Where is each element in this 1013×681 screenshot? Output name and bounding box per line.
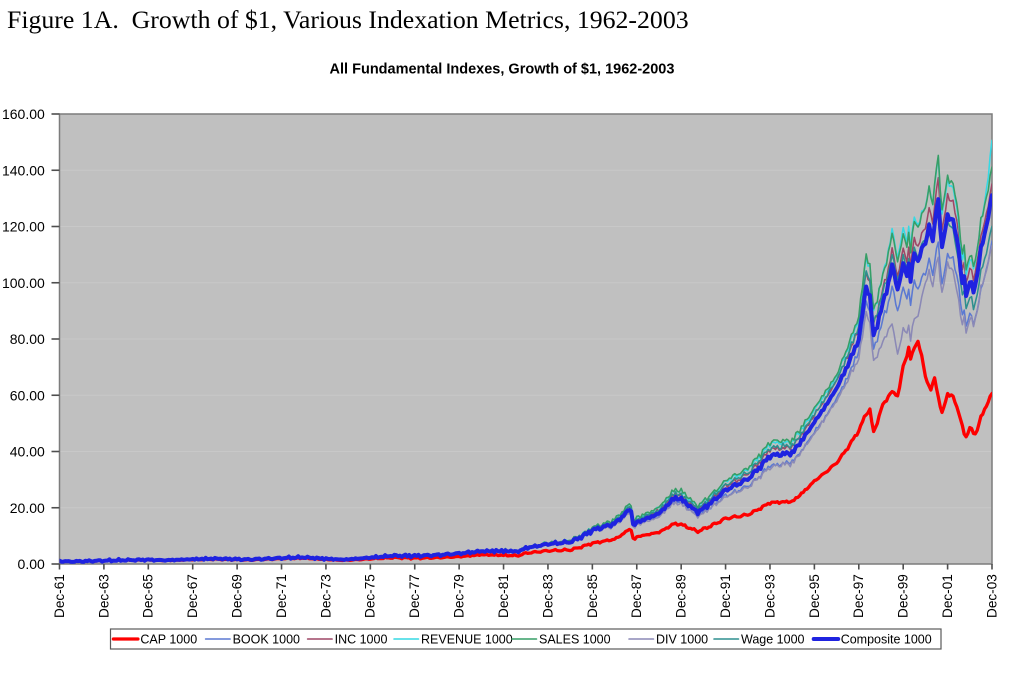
svg-text:Dec-87: Dec-87 [629,574,644,618]
svg-text:40.00: 40.00 [10,444,45,460]
svg-text:0.00: 0.00 [18,556,45,572]
svg-text:Dec-61: Dec-61 [52,574,67,618]
svg-text:CAP 1000: CAP 1000 [140,632,197,646]
svg-text:20.00: 20.00 [10,500,45,516]
svg-text:Dec-03: Dec-03 [984,574,999,618]
svg-text:Dec-01: Dec-01 [940,574,955,618]
svg-text:Dec-73: Dec-73 [318,574,333,618]
svg-text:Figure 1A. Growth of $1, Vari: Figure 1A. Growth of $1, Various Indexat… [7,5,689,34]
svg-text:Dec-69: Dec-69 [230,574,245,618]
svg-text:140.00: 140.00 [2,162,45,178]
svg-text:DIV 1000: DIV 1000 [656,632,708,646]
svg-text:INC 1000: INC 1000 [335,632,388,646]
svg-text:Dec-99: Dec-99 [896,574,911,618]
svg-text:Dec-75: Dec-75 [363,574,378,618]
svg-text:BOOK 1000: BOOK 1000 [233,632,300,646]
svg-text:Dec-93: Dec-93 [762,574,777,618]
svg-text:Dec-79: Dec-79 [452,574,467,618]
svg-text:Wage 1000: Wage 1000 [741,632,805,646]
svg-text:Dec-67: Dec-67 [185,574,200,618]
svg-text:Dec-89: Dec-89 [674,574,689,618]
svg-text:120.00: 120.00 [2,219,45,235]
svg-text:100.00: 100.00 [2,275,45,291]
svg-text:80.00: 80.00 [10,331,45,347]
svg-text:Dec-83: Dec-83 [540,574,555,618]
svg-text:Dec-81: Dec-81 [496,574,511,618]
svg-text:Dec-85: Dec-85 [585,574,600,618]
svg-text:All Fundamental Indexes, Growt: All Fundamental Indexes, Growth of $1, 1… [330,62,675,78]
svg-text:REVENUE 1000: REVENUE 1000 [421,632,513,646]
svg-text:Dec-65: Dec-65 [141,574,156,618]
svg-text:Dec-97: Dec-97 [851,574,866,618]
svg-text:Dec-63: Dec-63 [96,574,111,618]
svg-text:160.00: 160.00 [2,106,45,122]
svg-text:Composite 1000: Composite 1000 [841,632,932,646]
svg-text:Dec-77: Dec-77 [407,574,422,618]
svg-text:Dec-71: Dec-71 [274,574,289,618]
svg-text:SALES 1000: SALES 1000 [539,632,611,646]
svg-text:Dec-95: Dec-95 [807,574,822,618]
svg-text:60.00: 60.00 [10,387,45,403]
svg-text:Dec-91: Dec-91 [718,574,733,618]
